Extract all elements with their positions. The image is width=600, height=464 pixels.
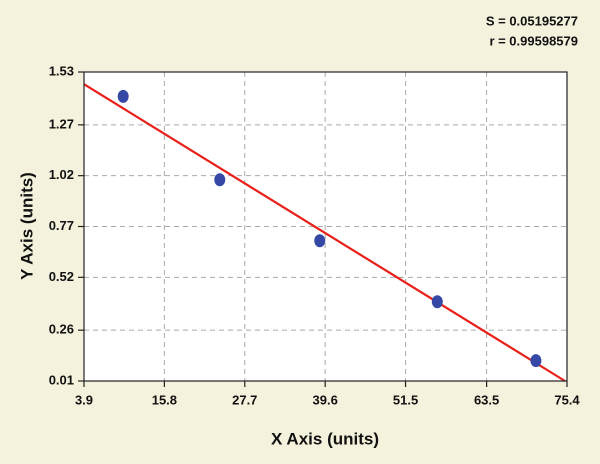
x-tick-label: 75.4 — [554, 392, 580, 407]
x-axis-title: X Axis (units) — [271, 429, 379, 448]
marks — [83, 83, 566, 382]
x-tick-label: 27.7 — [232, 392, 257, 407]
y-tick-label: 1.27 — [49, 116, 74, 131]
labels: 3.9 15.8 27.7 39.6 51.5 63.5 75.4 0.01 0.26 0.52 0… — [49, 63, 581, 407]
data-point — [117, 89, 129, 103]
x-tick-label: 39.6 — [313, 392, 338, 407]
data-point — [214, 173, 226, 187]
y-axis-title: Y Axis (units) — [17, 172, 36, 280]
y-tick-label: 1.53 — [49, 63, 74, 78]
y-tick-label: 1.02 — [49, 167, 74, 182]
x-tick-label: 63.5 — [474, 392, 499, 407]
y-tick-label: 0.52 — [49, 269, 74, 284]
y-tick-label: 0.77 — [49, 218, 74, 233]
data-point — [314, 234, 326, 248]
x-tick-label: 15.8 — [152, 392, 177, 407]
annotation: r = 0.99598579 — [489, 33, 578, 48]
annotation: S = 0.05195277 — [486, 13, 578, 28]
y-tick-label: 0.01 — [49, 372, 74, 387]
y-tick-label: 0.26 — [49, 322, 74, 337]
data-point — [431, 295, 443, 309]
x-tick-label: 51.5 — [393, 392, 418, 407]
data-point — [530, 354, 542, 368]
x-tick-label: 3.9 — [75, 392, 93, 407]
fit-line — [83, 83, 566, 382]
